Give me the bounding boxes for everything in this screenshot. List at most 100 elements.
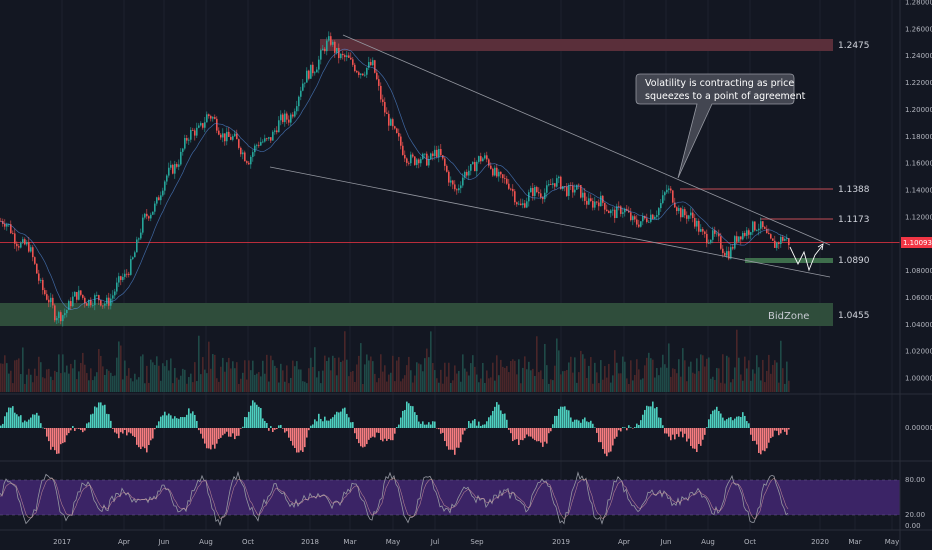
volume-bar — [674, 369, 676, 392]
volume-bar — [320, 383, 322, 392]
volume-bar — [714, 379, 716, 392]
resistance-zone[interactable] — [320, 39, 833, 51]
candle-body — [566, 186, 568, 196]
volume-bar — [376, 382, 378, 392]
histogram-bar — [38, 415, 40, 428]
volume-bar — [364, 364, 366, 392]
histogram-bar — [410, 405, 412, 428]
candle-body — [766, 228, 768, 234]
volume-bar — [208, 341, 210, 392]
annotation-callout[interactable]: Volatility is contracting as price squee… — [635, 73, 806, 179]
volume-bar — [770, 373, 772, 392]
stochastic-tick-label: 0.00 — [905, 522, 921, 530]
candle-body — [88, 299, 90, 306]
histogram-bar — [204, 428, 206, 444]
volume-bar — [580, 350, 582, 392]
histogram-bar — [424, 424, 426, 428]
volume-bar — [268, 381, 270, 392]
volume-bar — [608, 363, 610, 392]
candle-body — [638, 224, 640, 227]
volume-bar — [162, 363, 164, 392]
histogram-bar — [738, 416, 740, 428]
histogram-bar — [618, 428, 620, 431]
candle-body — [10, 224, 12, 234]
volume-bar — [486, 370, 488, 392]
candle-body — [726, 251, 728, 256]
volume-bar — [314, 347, 316, 392]
volume-bar — [570, 356, 572, 392]
candle-body — [308, 70, 310, 79]
histogram-bar — [302, 428, 304, 452]
candle-body — [344, 55, 346, 58]
volume-bar — [24, 383, 26, 392]
candle-body — [626, 208, 628, 211]
histogram-tick-label: 0.00000 — [905, 424, 932, 432]
time-tick-label: 2019 — [552, 538, 570, 546]
time-tick-label: May — [386, 538, 400, 546]
histogram-bar — [122, 428, 124, 434]
candle-body — [94, 295, 96, 306]
histogram-bar — [132, 428, 134, 436]
volume-bar — [378, 378, 380, 392]
candle-body — [658, 208, 660, 216]
volume-bar — [352, 370, 354, 392]
candle-body — [138, 238, 140, 240]
volume-bar — [280, 363, 282, 392]
candle-body — [372, 60, 374, 66]
candle-body — [354, 64, 356, 72]
histogram-bar — [724, 420, 726, 428]
histogram-bar — [538, 428, 540, 442]
volume-bar — [424, 358, 426, 392]
histogram-bar — [480, 425, 482, 428]
candle-body — [756, 230, 758, 232]
candle-body — [722, 248, 724, 254]
volume-bar — [536, 336, 538, 392]
histogram-bar — [672, 428, 674, 435]
candle-body — [386, 112, 388, 114]
volume-bar — [232, 361, 234, 392]
histogram-bar — [342, 408, 344, 428]
time-tick-label: Jun — [158, 538, 170, 546]
histogram-bar — [0, 425, 2, 428]
volume-bar — [622, 356, 624, 392]
histogram-bar — [160, 416, 162, 428]
candle-body — [696, 220, 698, 227]
candle-body — [708, 242, 710, 244]
candle-body — [444, 158, 446, 166]
volume-bar — [288, 383, 290, 392]
histogram-bar — [728, 417, 730, 428]
volume-bar — [578, 372, 580, 392]
wedge-lower-trendline[interactable] — [269, 166, 831, 278]
volume-bar — [774, 360, 776, 392]
wedge-upper-trendline[interactable] — [342, 34, 831, 246]
level-label-12475: 1.2475 — [838, 41, 870, 51]
annotation-line-1: Volatility is contracting as price — [645, 78, 794, 89]
histogram-bar — [758, 428, 760, 453]
volume-bar — [476, 374, 478, 392]
candle-body — [286, 113, 288, 120]
candle-body — [632, 216, 634, 221]
volume-bar — [720, 382, 722, 392]
volume-bar — [782, 368, 784, 392]
histogram-bar — [734, 418, 736, 428]
bidzone-support-zone[interactable] — [0, 303, 833, 326]
histogram-bar — [706, 427, 708, 428]
candle-body — [42, 279, 44, 291]
candle-body — [60, 312, 62, 322]
volume-bar — [644, 365, 646, 392]
histogram-bar — [266, 423, 268, 428]
candle-body — [596, 201, 598, 203]
candle-body — [420, 159, 422, 164]
volume-bar — [258, 372, 260, 392]
volume-bar — [526, 369, 528, 392]
support-level-10890[interactable] — [745, 258, 833, 263]
candle-body — [712, 230, 714, 240]
volume-bar — [32, 382, 34, 392]
projection-path[interactable] — [789, 245, 823, 272]
candle-body — [574, 189, 576, 193]
histogram-bar — [516, 428, 518, 440]
histogram-bar — [400, 417, 402, 428]
histogram-bar — [512, 428, 514, 442]
histogram-bar — [530, 428, 532, 437]
